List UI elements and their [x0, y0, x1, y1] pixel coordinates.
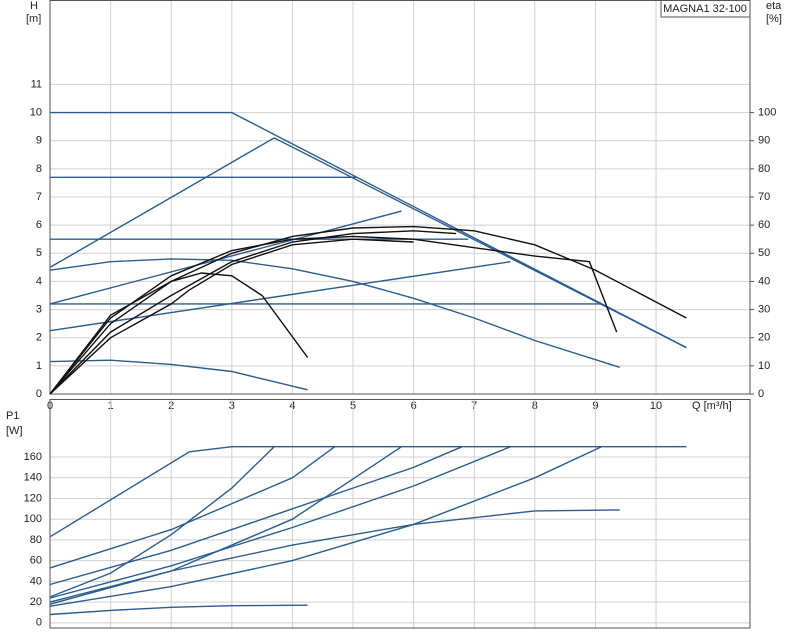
curve: [49, 446, 511, 599]
plot-frame: [49, 0, 751, 395]
curve: [49, 446, 336, 569]
curve: [50, 111, 687, 349]
y-label: H: [30, 0, 38, 12]
y-tick-label: 20: [30, 596, 42, 608]
y2-tick-label: 20: [758, 332, 770, 344]
y-tick-label: 80: [30, 534, 42, 546]
curve: [49, 446, 402, 605]
curve: [49, 446, 463, 586]
y-tick-label: 1: [36, 360, 42, 372]
y-tick-label: 9: [36, 135, 42, 147]
y-tick-label: 60: [30, 555, 42, 567]
x-label: Q [m³/h]: [692, 400, 732, 412]
curve: [49, 446, 275, 598]
y-tick-label: 2: [36, 332, 42, 344]
y2-tick-label: 50: [758, 247, 770, 259]
y-tick-label: 11: [31, 78, 42, 90]
curve: [49, 238, 414, 395]
y-tick-label: 0: [36, 617, 42, 629]
annotation: MAGNA1 32-100: [663, 3, 747, 15]
y-tick-label: 4: [36, 275, 42, 287]
y2-tick-label: 90: [758, 135, 770, 147]
y2-tick-label: 100: [758, 106, 776, 118]
curve: [49, 258, 620, 368]
y-tick-label: 120: [24, 492, 42, 504]
y-tick-label: 6: [36, 219, 42, 231]
y-unit: [W]: [6, 425, 23, 437]
plot-frame: [49, 399, 751, 629]
curve: [49, 509, 620, 603]
y2-tick-label: 0: [758, 388, 764, 400]
curve: [49, 235, 618, 395]
curve: [49, 446, 602, 607]
y-tick-label: 7: [36, 191, 42, 203]
y2-tick-label: 80: [758, 163, 770, 175]
y-unit: [m]: [26, 13, 41, 25]
y2-tick-label: 60: [758, 219, 770, 231]
curve: [49, 225, 687, 395]
y-tick-label: 40: [30, 575, 42, 587]
curve: [49, 261, 511, 332]
curve: [49, 137, 687, 349]
y-tick-label: 140: [24, 472, 42, 484]
y-tick-label: 3: [36, 303, 42, 315]
curve: [49, 446, 687, 538]
y-tick-label: 10: [30, 106, 42, 118]
curve: [49, 359, 308, 391]
y-tick-label: 160: [24, 451, 42, 463]
y2-tick-label: 40: [758, 275, 770, 287]
y-label: P1: [6, 410, 19, 422]
y2-tick-label: 30: [758, 303, 770, 315]
y2-unit: [%]: [766, 13, 782, 25]
y2-tick-label: 10: [758, 360, 770, 372]
curve: [49, 230, 457, 395]
y-tick-label: 8: [36, 163, 42, 175]
y-tick-label: 5: [36, 247, 42, 259]
y-tick-label: 100: [24, 513, 42, 525]
curve: [49, 272, 309, 395]
y2-label: eta: [766, 0, 782, 12]
curve: [49, 210, 402, 305]
y2-tick-label: 70: [758, 191, 770, 203]
curve: [49, 604, 308, 616]
y-tick-label: 0: [36, 388, 42, 400]
